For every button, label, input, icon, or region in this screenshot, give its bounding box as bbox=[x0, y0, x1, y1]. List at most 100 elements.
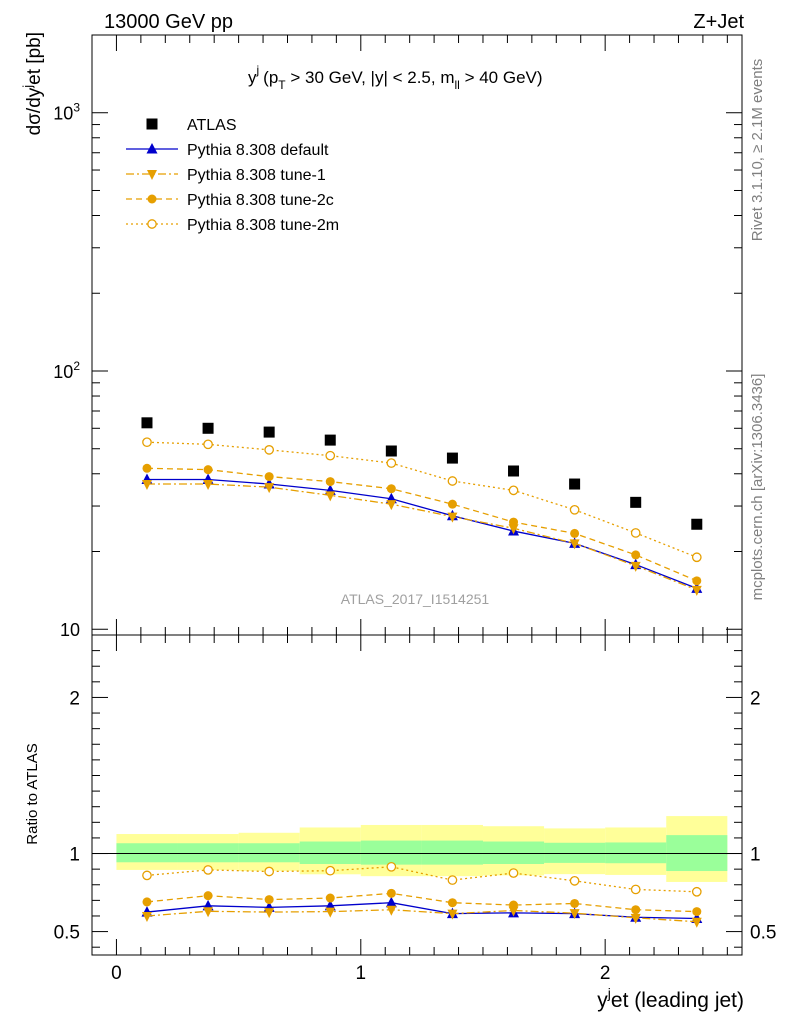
main-point-data-1 bbox=[202, 422, 214, 434]
analysis-watermark: ATLAS_2017_I1514251 bbox=[341, 591, 490, 607]
main-series-tune1 bbox=[141, 480, 702, 596]
main-point-tune2m-0 bbox=[142, 437, 152, 448]
uncertainty-band-inner-2 bbox=[238, 843, 300, 863]
main-point-data-0 bbox=[141, 417, 153, 429]
title-base: y bbox=[248, 68, 257, 87]
ratio-point-tune1-5 bbox=[447, 909, 458, 920]
main-series-tune2m bbox=[142, 437, 702, 563]
x-label-sup: j bbox=[607, 985, 611, 1001]
uncertainty-band-inner-6 bbox=[482, 841, 545, 864]
main-point-tune1-1 bbox=[203, 480, 214, 491]
main-y-tick-label: 102 bbox=[53, 359, 80, 382]
ratio-y-tick-label: 2 bbox=[69, 688, 80, 709]
main-point-tune2m-7 bbox=[569, 504, 580, 515]
ratio-line-tune2m bbox=[146, 866, 697, 893]
main-point-tune1-6 bbox=[508, 524, 519, 535]
main-point-tune2c-6 bbox=[509, 517, 519, 527]
uncertainty-band-inner-0 bbox=[116, 843, 178, 863]
ratio-frame bbox=[91, 634, 743, 956]
legend: ATLAS Pythia 8.308 default Pythia 8.308 tu… bbox=[126, 117, 339, 234]
main-series-tune2c bbox=[142, 463, 702, 586]
ratio-line-default bbox=[146, 902, 697, 920]
main-y-tick-label: 10 bbox=[60, 620, 80, 640]
x-label-part-b: et (leading jet) bbox=[611, 989, 744, 1012]
main-y-tick-label: 103 bbox=[53, 101, 80, 124]
ratio-point-tune2m-3 bbox=[325, 865, 336, 876]
uncertainty-band-inner-3 bbox=[299, 841, 361, 864]
title-base-sup: j bbox=[256, 63, 260, 77]
title-cut-rest: > 30 GeV, |y| < 2.5, m bbox=[286, 68, 455, 87]
ratio-series-tune2m bbox=[142, 861, 702, 897]
main-point-tune1-7 bbox=[569, 539, 580, 550]
legend-label-tune2m: Pythia 8.308 tune-2m bbox=[187, 217, 339, 234]
ratio-point-tune2c-5 bbox=[447, 898, 457, 908]
main-point-tune1-8 bbox=[630, 561, 641, 572]
header-channel-label: Z+Jet bbox=[693, 11, 744, 33]
ratio-point-tune2m-6 bbox=[508, 868, 519, 878]
main-point-data-8 bbox=[630, 496, 642, 508]
ratio-point-tune2m-4 bbox=[386, 861, 397, 872]
legend-item-tune2c: Pythia 8.308 tune-2c bbox=[126, 192, 334, 209]
title-mass-rest: > 40 GeV) bbox=[460, 68, 543, 87]
main-point-data-5 bbox=[446, 452, 458, 464]
main-line-tune2c bbox=[146, 467, 698, 582]
main-point-tune2m-4 bbox=[386, 458, 397, 468]
legend-item-tune1: Pythia 8.308 tune-1 bbox=[126, 167, 326, 184]
main-point-tune1-4 bbox=[386, 500, 397, 511]
main-point-data-3 bbox=[324, 434, 336, 446]
legend-label-data: ATLAS bbox=[187, 117, 237, 134]
main-point-tune2c-9 bbox=[692, 576, 702, 586]
ratio-series-tune1 bbox=[141, 905, 702, 928]
main-point-tune1-9 bbox=[691, 585, 702, 596]
ratio-point-tune2m-1 bbox=[203, 865, 213, 875]
ratio-series-tune2c bbox=[142, 888, 702, 917]
title-cut-sub: T bbox=[278, 78, 286, 92]
mcplots-note: mcplots.cern.ch [arXiv:1306.3436] bbox=[749, 374, 766, 601]
ratio-point-tune2m-8 bbox=[630, 884, 641, 895]
main-panel: ATLAS Pythia 8.308 default Pythia 8.308 tu… bbox=[53, 34, 743, 640]
ratio-point-tune2c-7 bbox=[570, 898, 580, 908]
ratio-point-tune1-6 bbox=[508, 906, 519, 917]
main-point-tune2c-4 bbox=[386, 484, 396, 494]
uncertainty-band-inner-8 bbox=[605, 842, 667, 864]
ratio-point-tune2m-0 bbox=[142, 870, 152, 881]
ratio-y-axis-label: Ratio to ATLAS bbox=[24, 743, 41, 844]
uncertainty-band-inner-1 bbox=[177, 843, 239, 863]
ratio-y-tick-label-right: 2 bbox=[750, 688, 761, 709]
uncertainty-band-inner-5 bbox=[421, 840, 483, 865]
main-point-tune2m-8 bbox=[630, 528, 641, 538]
uncertainty-band-inner-7 bbox=[544, 842, 606, 863]
legend-label-default: Pythia 8.308 default bbox=[187, 142, 329, 159]
ratio-point-tune2m-2 bbox=[264, 866, 275, 877]
main-point-data-6 bbox=[508, 465, 520, 477]
rivet-version-note: Rivet 3.1.10, ≥ 2.1M events bbox=[749, 59, 766, 242]
ratio-point-tune2c-2 bbox=[264, 895, 274, 905]
ratio-point-tune2c-3 bbox=[325, 893, 335, 903]
ratio-line-tune1 bbox=[146, 909, 697, 923]
legend-label-tune2c: Pythia 8.308 tune-2c bbox=[187, 192, 334, 209]
main-point-tune2m-6 bbox=[508, 485, 519, 496]
ratio-point-tune2c-9 bbox=[692, 907, 702, 917]
ratio-point-tune2c-6 bbox=[509, 900, 519, 910]
uncertainty-band-inner-4 bbox=[360, 840, 422, 865]
main-point-tune2m-9 bbox=[691, 552, 702, 563]
ratio-series-default bbox=[141, 896, 703, 923]
main-point-tune1-2 bbox=[264, 483, 275, 494]
title-cut-open: (p bbox=[263, 68, 278, 87]
ratio-point-default-4 bbox=[385, 896, 397, 908]
legend-item-data: ATLAS bbox=[146, 117, 237, 134]
legend-item-default: Pythia 8.308 default bbox=[126, 142, 329, 159]
main-point-tune2c-2 bbox=[264, 472, 274, 482]
header-process-label: 13000 GeV pp bbox=[104, 11, 233, 33]
ratio-panel: 0.5 0.5 1 1 2 2 0 1 2 bbox=[54, 634, 776, 984]
ratio-point-tune2c-0 bbox=[142, 897, 152, 907]
legend-marker-tune1 bbox=[147, 170, 157, 180]
main-point-tune2m-3 bbox=[325, 450, 336, 461]
main-point-tune2c-3 bbox=[325, 477, 335, 487]
legend-marker-tune2m bbox=[147, 219, 157, 229]
ratio-point-tune1-0 bbox=[141, 911, 152, 922]
ratio-point-tune1-8 bbox=[630, 913, 641, 924]
legend-marker-data bbox=[146, 118, 158, 130]
x-tick-label: 0 bbox=[111, 963, 122, 984]
